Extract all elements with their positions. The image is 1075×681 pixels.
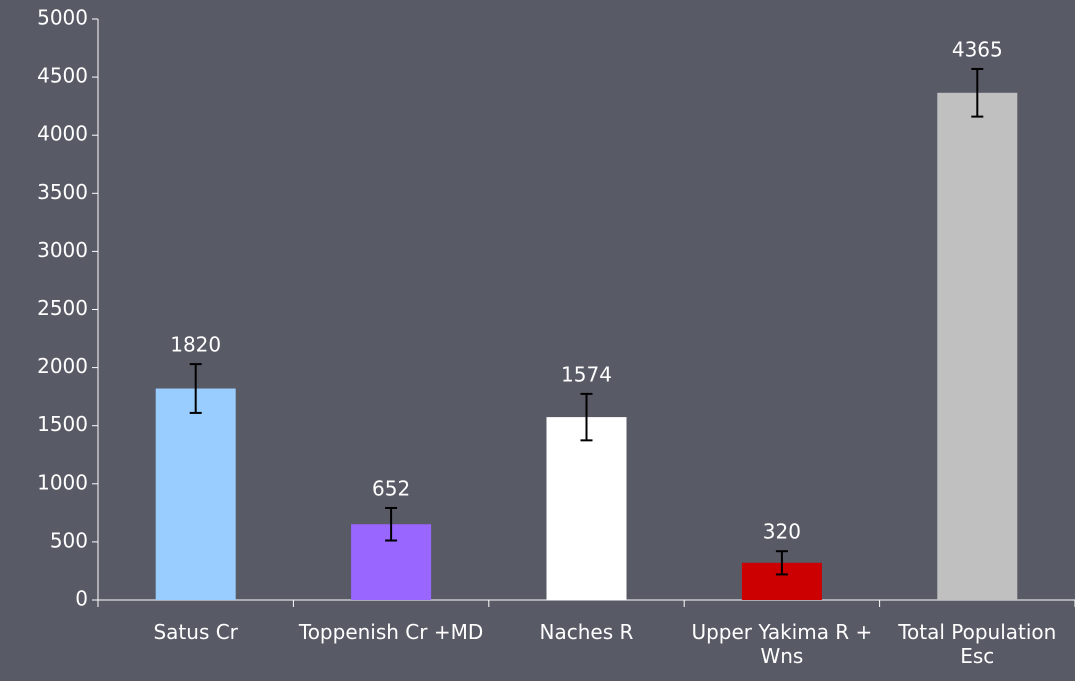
y-tick-label: 1500	[37, 412, 88, 436]
bar	[546, 417, 627, 600]
y-tick-label: 2000	[37, 354, 88, 378]
x-tick-label: Naches R	[539, 620, 634, 644]
y-tick-label: 1000	[37, 470, 88, 494]
value-label: 4365	[952, 37, 1003, 61]
x-tick-label: Satus Cr	[153, 620, 238, 644]
value-label: 320	[763, 520, 801, 544]
y-tick-label: 500	[50, 528, 88, 552]
y-tick-label: 0	[75, 587, 88, 611]
x-tick-label: Upper Yakima R + Wns	[691, 620, 873, 668]
x-tick-label: Toppenish Cr +MD	[298, 620, 484, 644]
y-tick-label: 5000	[37, 6, 88, 30]
y-tick-label: 4500	[37, 64, 88, 88]
y-tick-label: 3500	[37, 180, 88, 204]
y-tick-label: 4000	[37, 122, 88, 146]
y-tick-label: 3000	[37, 238, 88, 262]
value-label: 652	[372, 476, 410, 500]
value-label: 1820	[170, 333, 221, 357]
x-tick-label: Total Population Esc	[898, 620, 1057, 668]
bar	[155, 388, 236, 600]
value-label: 1574	[561, 362, 612, 386]
bar	[937, 92, 1018, 601]
y-tick-label: 2500	[37, 296, 88, 320]
